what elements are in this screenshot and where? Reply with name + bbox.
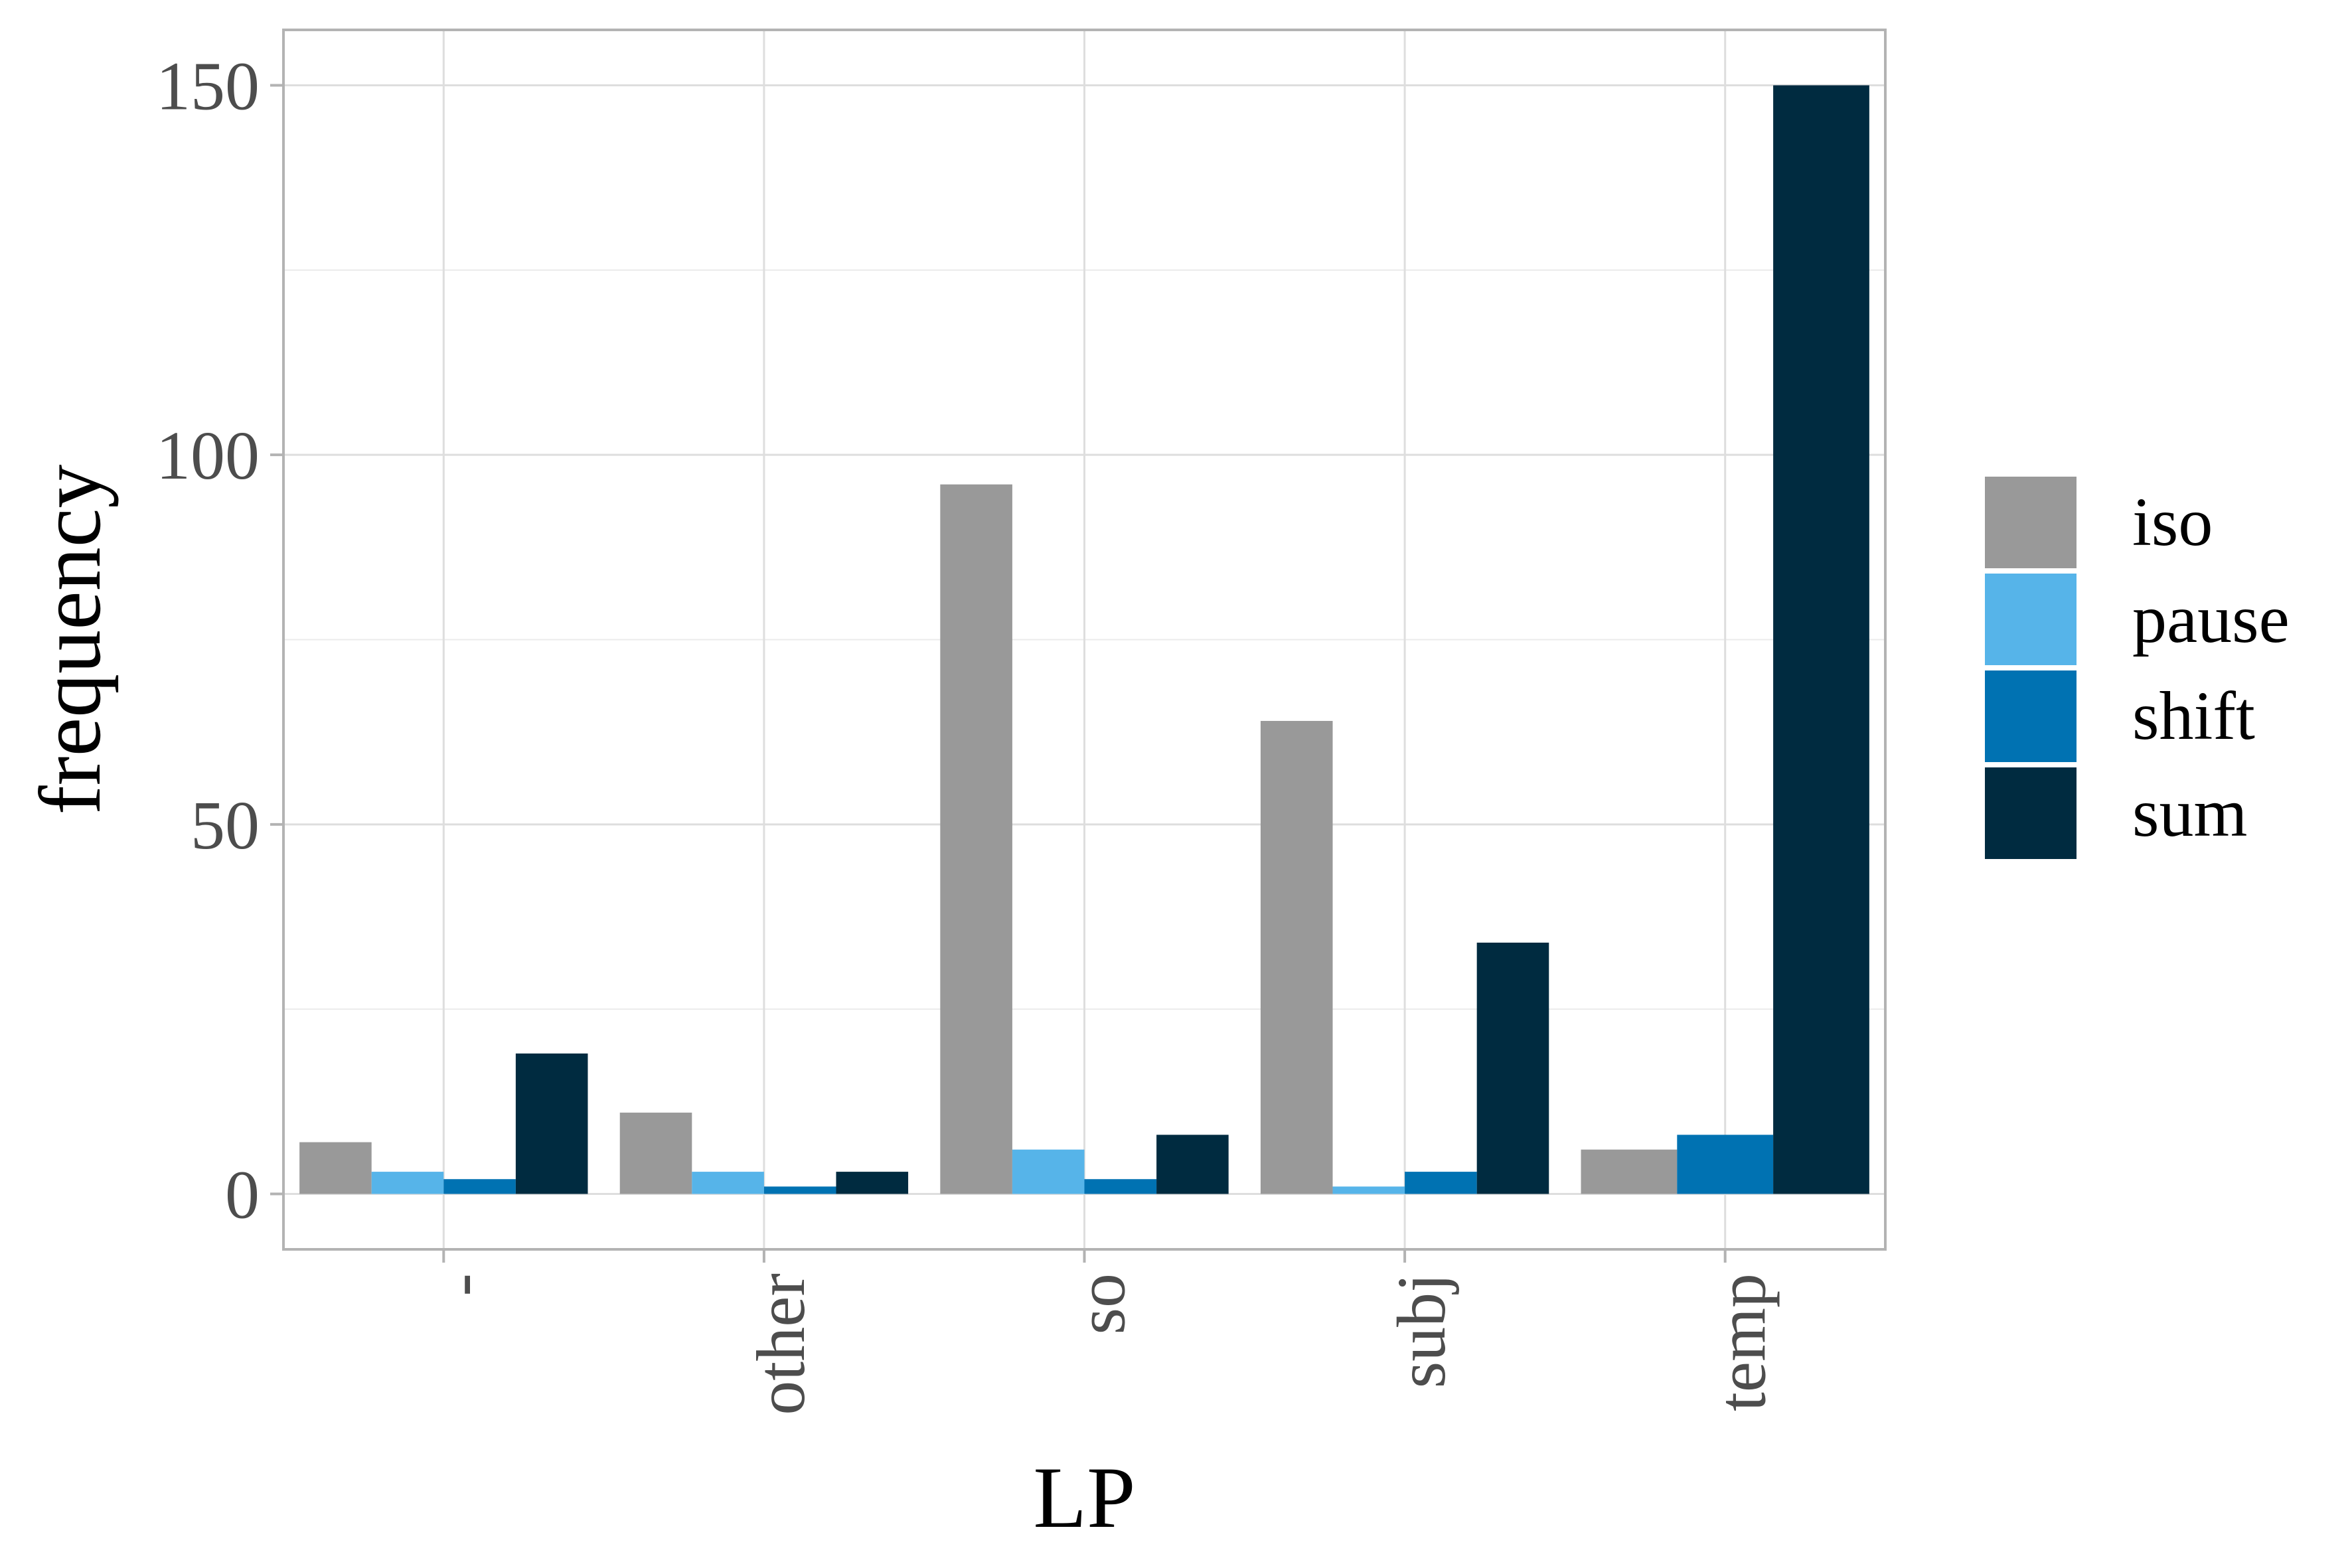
legend-label-pause: pause [2132,581,2290,657]
bar-sum-0 [515,1053,588,1194]
bar-sum-3 [1476,942,1549,1194]
y-tick-label-3: 150 [156,48,260,125]
bar-iso-0 [299,1142,372,1194]
legend-key-shift [1985,670,2077,762]
bar-sum-4 [1773,85,1869,1194]
bar-iso-2 [940,484,1012,1194]
x-tick-label-1: other [743,1273,819,1415]
y-tick-label-0: 0 [225,1157,260,1233]
legend-key-pause [1985,574,2077,665]
bar-pause-1 [692,1172,764,1194]
bar-iso-4 [1581,1149,1678,1194]
bar-pause-3 [1332,1186,1405,1194]
legend: iso pause shift sum [1985,477,2290,859]
bar-shift-3 [1405,1172,1477,1194]
legend-label-shift: shift [2132,678,2255,754]
bar-shift-2 [1084,1179,1157,1194]
bar-pause-0 [371,1172,444,1194]
bar-shift-0 [443,1179,516,1194]
x-tick-label-2: so [1063,1273,1140,1334]
x-tick-label-3: subj [1383,1273,1460,1388]
x-axis-ticks: - other so subj temp [422,1249,1780,1415]
y-tick-label-1: 50 [191,787,260,864]
legend-key-iso [1985,477,2077,568]
legend-label-sum: sum [2132,775,2247,851]
grid [283,30,1885,1249]
bar-sum-1 [836,1172,909,1194]
bar-iso-1 [619,1113,692,1194]
bars [299,85,1869,1194]
bar-pause-2 [1012,1149,1085,1194]
legend-label-iso: iso [2132,484,2213,560]
bar-sum-2 [1156,1135,1229,1194]
y-axis-title: frequency [21,465,119,815]
y-tick-label-2: 100 [156,418,260,494]
bar-shift-1 [763,1186,836,1194]
x-axis-title: LP [1033,1449,1135,1546]
y-axis-ticks: 0 50 100 150 [156,48,283,1233]
legend-key-sum [1985,767,2077,859]
bar-iso-3 [1260,720,1333,1194]
x-tick-label-0: - [422,1273,499,1296]
bar-shift-4 [1677,1135,1774,1194]
x-tick-label-4: temp [1704,1273,1780,1411]
